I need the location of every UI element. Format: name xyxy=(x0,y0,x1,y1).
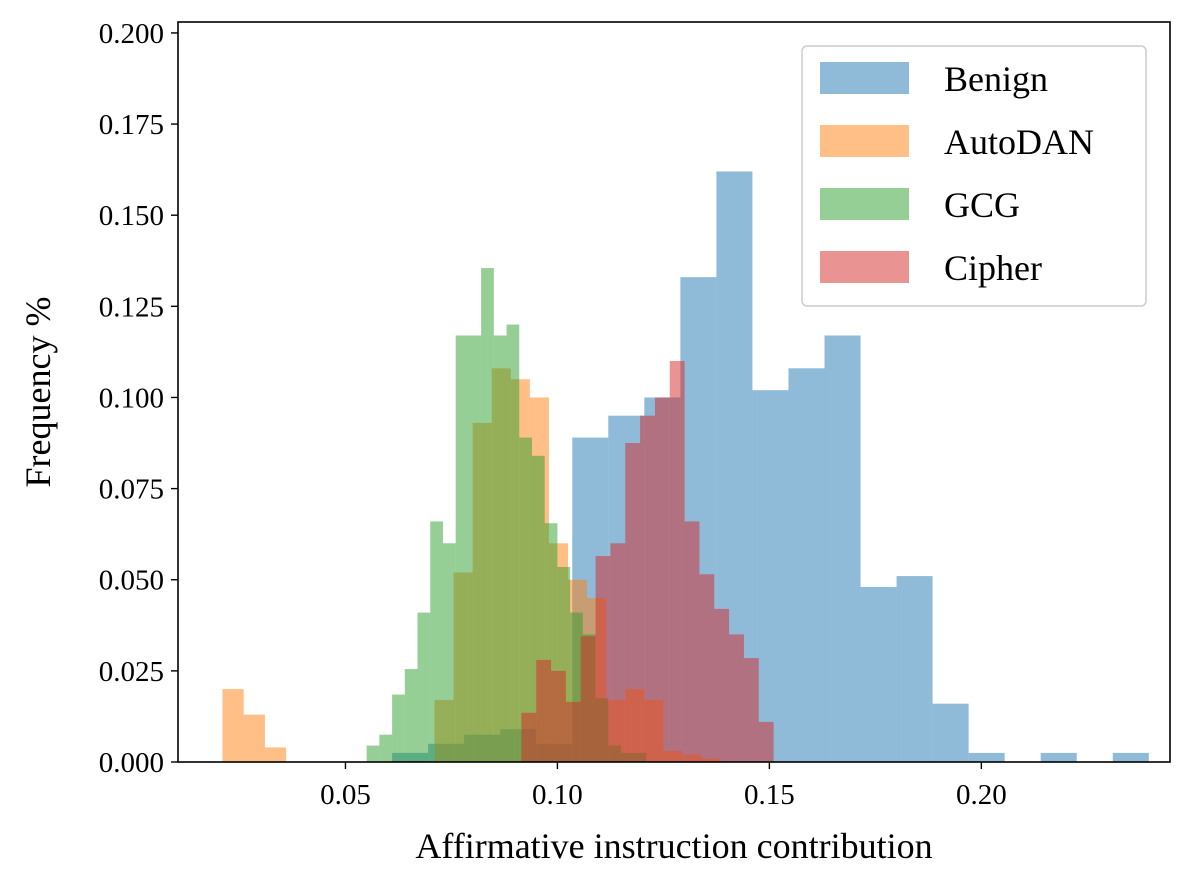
bar-gcg-0 xyxy=(366,745,380,762)
bar-gcg-11 xyxy=(506,324,520,762)
bar-gcg-8 xyxy=(468,335,482,762)
bar-cipher-16 xyxy=(758,721,774,762)
legend-box xyxy=(801,45,1147,307)
x-tick-label: 0.20 xyxy=(956,779,1007,811)
y-tick-label: 0.100 xyxy=(99,382,164,414)
legend-label-gcg: GCG xyxy=(944,185,1020,225)
bar-cipher-8 xyxy=(640,415,655,762)
legend-label-benign: Benign xyxy=(944,59,1048,99)
bar-cipher-15 xyxy=(743,658,759,762)
bar-benign-16 xyxy=(968,752,1005,762)
bar-benign-20 xyxy=(1112,752,1149,762)
bar-cipher-10 xyxy=(669,361,685,762)
y-tick-label: 0.200 xyxy=(99,18,164,50)
bar-gcg-5 xyxy=(430,521,443,762)
y-tick-label: 0.125 xyxy=(99,291,164,323)
x-tick-label: 0.05 xyxy=(320,779,371,811)
bar-cipher-14 xyxy=(729,634,744,762)
x-tick-label: 0.10 xyxy=(532,779,583,811)
bar-gcg-7 xyxy=(455,335,469,762)
bar-cipher-12 xyxy=(699,574,715,762)
x-axis-label: Affirmative instruction contribution xyxy=(415,826,932,866)
bar-cipher-11 xyxy=(684,521,700,762)
legend-label-autodan: AutoDAN xyxy=(944,122,1094,162)
legend-swatch-cipher xyxy=(820,251,909,283)
bar-cipher-2 xyxy=(551,670,566,762)
bar-autodan-2 xyxy=(264,747,287,762)
y-tick-label: 0.050 xyxy=(99,565,164,597)
bar-cipher-6 xyxy=(610,543,626,762)
bar-autodan-0 xyxy=(222,689,244,762)
bar-gcg-3 xyxy=(404,669,418,762)
bar-cipher-3 xyxy=(565,701,581,762)
legend-swatch-autodan xyxy=(820,125,909,157)
bar-cipher-13 xyxy=(714,608,730,762)
bar-benign-15 xyxy=(932,703,969,762)
y-axis-label: Frequency % xyxy=(18,297,58,488)
bar-cipher-0 xyxy=(521,712,537,762)
bar-gcg-12 xyxy=(519,437,532,762)
bar-gcg-2 xyxy=(392,694,405,762)
bars-group xyxy=(222,171,1149,762)
bar-autodan-1 xyxy=(243,714,265,762)
bar-benign-13 xyxy=(860,587,897,762)
bar-cipher-5 xyxy=(595,556,611,762)
plot-frame xyxy=(177,21,1171,763)
bar-gcg-9 xyxy=(481,268,494,762)
bar-gcg-10 xyxy=(493,335,507,762)
bar-gcg-4 xyxy=(417,612,431,762)
bar-benign-11 xyxy=(788,368,825,762)
bar-benign-14 xyxy=(896,576,933,762)
legend: Benign AutoDAN GCG Cipher xyxy=(801,45,1147,307)
bar-gcg-6 xyxy=(442,543,456,762)
bar-cipher-1 xyxy=(536,659,552,762)
bar-benign-18 xyxy=(1040,752,1077,762)
axes-group: 0.05 0.10 0.15 0.20 0.000 0.025 0.050 0.075 0.10… xyxy=(99,18,1171,811)
bar-cipher-4 xyxy=(580,636,596,762)
y-tick-label: 0.150 xyxy=(99,200,164,232)
bar-benign-12 xyxy=(824,335,861,762)
y-tick-label: 0.075 xyxy=(99,474,164,506)
legend-swatch-gcg xyxy=(820,188,909,220)
series-cipher xyxy=(521,361,774,762)
bar-gcg-1 xyxy=(379,734,393,762)
y-tick-label: 0.000 xyxy=(99,747,164,779)
legend-label-cipher: Cipher xyxy=(944,248,1042,288)
legend-swatch-benign xyxy=(820,62,909,94)
bar-cipher-7 xyxy=(625,443,641,762)
y-tick-label: 0.175 xyxy=(99,109,164,141)
x-tick-label: 0.15 xyxy=(744,779,795,811)
y-tick-label: 0.025 xyxy=(99,656,164,688)
bar-cipher-9 xyxy=(654,397,670,762)
